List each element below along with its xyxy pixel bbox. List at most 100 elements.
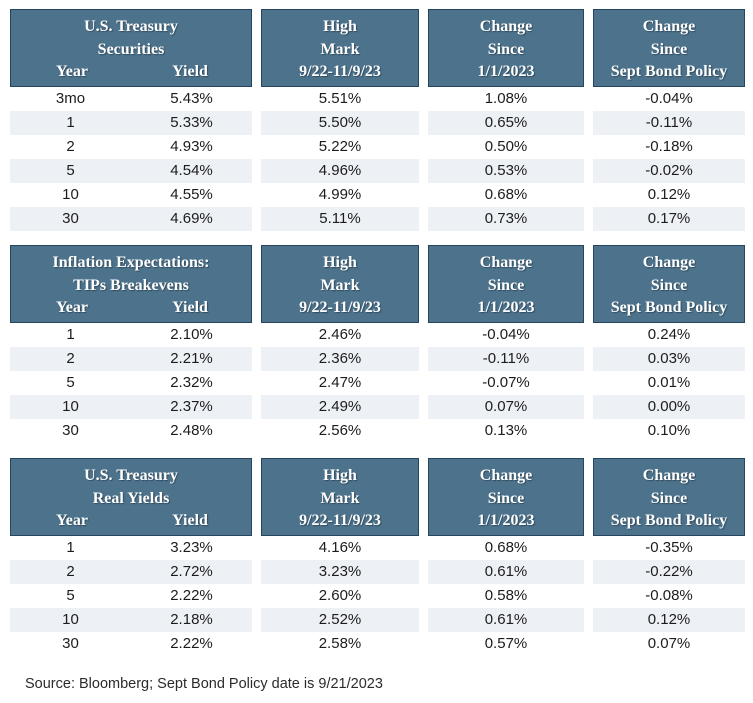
header-line: High xyxy=(323,467,357,484)
header-line: Change xyxy=(642,18,696,35)
year-column-header: Year xyxy=(56,512,88,529)
high-mark-cell: 5.51% xyxy=(318,90,362,107)
high-mark-cell: 4.96% xyxy=(261,159,419,183)
yield-cell: 2.32% xyxy=(170,374,213,391)
header-line: Change xyxy=(642,467,696,484)
high-mark-cell: 2.58% xyxy=(318,635,362,652)
yield-cell: 2.18% xyxy=(170,611,213,628)
change-jan-cell: 1.08% xyxy=(484,90,528,107)
sub-header-row: Year Yield xyxy=(13,511,249,531)
header-line: Since xyxy=(487,276,525,294)
high-mark-cell: 2.36% xyxy=(261,347,419,371)
change-sept-cell: -0.04% xyxy=(645,90,693,107)
table-title-line: Securities xyxy=(97,40,165,58)
change-jan-cell: 0.57% xyxy=(484,635,528,652)
change-jan-cell: 0.58% xyxy=(484,587,528,604)
header-line: 9/22-11/9/23 xyxy=(299,299,381,316)
header-line: Since xyxy=(487,40,525,58)
header-line: Change xyxy=(479,18,533,35)
change-sept-cell: 0.01% xyxy=(647,374,691,391)
header-line: Since xyxy=(650,40,688,58)
year-cell: 30 xyxy=(62,422,79,439)
table-row: 5 2.32% 2.47% -0.07% 0.01% xyxy=(10,371,745,395)
yield-cell: 2.48% xyxy=(170,422,213,439)
header-line: High xyxy=(323,18,357,35)
yield-cell: 4.69% xyxy=(170,210,213,227)
high-mark-cell: 5.22% xyxy=(318,138,362,155)
yield-column-header: Yield xyxy=(172,63,208,80)
change-jan-cell: 0.07% xyxy=(428,395,584,419)
sub-header-row: Year Yield xyxy=(13,298,249,318)
change-jan-cell: -0.11% xyxy=(428,347,584,371)
table-row: 2 4.93% 5.22% 0.50% -0.18% xyxy=(10,135,745,159)
year-cell: 1 xyxy=(66,539,75,556)
treasury-real-yields-table: U.S. Treasury Real Yields Year Yield Hig… xyxy=(10,458,745,656)
change-jan-cell: 0.73% xyxy=(428,207,584,231)
table-row: 2 2.21% 2.36% -0.11% 0.03% xyxy=(10,347,745,371)
header-line: Since xyxy=(650,276,688,294)
table-row: 5 4.54% 4.96% 0.53% -0.02% xyxy=(10,159,745,183)
header-line: High xyxy=(323,254,357,271)
change-sept-cell: 0.03% xyxy=(593,347,745,371)
table-row: 3mo 5.43% 5.51% 1.08% -0.04% xyxy=(10,87,745,111)
yield-cell: 2.37% xyxy=(170,398,213,415)
change-since-sept-column-header: Change Since Sept Bond Policy xyxy=(593,458,745,536)
header-row: U.S. Treasury Securities Year Yield High… xyxy=(10,9,745,87)
year-cell: 1 xyxy=(66,326,75,343)
header-row: U.S. Treasury Real Yields Year Yield Hig… xyxy=(10,458,745,536)
header-line: Sept Bond Policy xyxy=(610,63,728,80)
year-cell: 30 xyxy=(62,210,79,227)
high-mark-cell: 2.47% xyxy=(318,374,362,391)
change-sept-cell: 0.24% xyxy=(647,326,691,343)
sub-header-row: Year Yield xyxy=(13,62,249,82)
yield-cell: 2.22% xyxy=(170,635,213,652)
year-cell: 2 xyxy=(66,350,75,367)
header-line: Mark xyxy=(320,40,360,58)
year-cell: 5 xyxy=(66,162,75,179)
yield-cell: 5.33% xyxy=(170,114,213,131)
high-mark-column-header: High Mark 9/22-11/9/23 xyxy=(261,458,419,536)
table-title-line: Real Yields xyxy=(92,489,170,507)
header-line: Since xyxy=(650,489,688,507)
table-title-block: U.S. Treasury Real Yields Year Yield xyxy=(10,458,252,536)
header-line: Sept Bond Policy xyxy=(610,512,728,529)
year-cell: 10 xyxy=(62,611,79,628)
high-mark-cell: 2.49% xyxy=(261,395,419,419)
high-mark-cell: 2.52% xyxy=(261,608,419,632)
high-mark-cell: 4.16% xyxy=(318,539,362,556)
header-line: Mark xyxy=(320,489,360,507)
yield-column-header: Yield xyxy=(172,512,208,529)
change-since-jan-column-header: Change Since 1/1/2023 xyxy=(428,458,584,536)
yield-cell: 4.54% xyxy=(170,162,213,179)
yield-cell: 2.21% xyxy=(170,350,213,367)
year-cell: 2 xyxy=(66,138,75,155)
header-line: 1/1/2023 xyxy=(477,299,535,316)
yield-cell: 4.93% xyxy=(170,138,213,155)
header-line: 9/22-11/9/23 xyxy=(299,512,381,529)
year-cell: 2 xyxy=(66,563,75,580)
yield-cell: 2.72% xyxy=(170,563,213,580)
change-jan-cell: -0.07% xyxy=(482,374,530,391)
table-row: 10 2.37% 2.49% 0.07% 0.00% xyxy=(10,395,745,419)
header-row: Inflation Expectations: TIPs Breakevens … xyxy=(10,245,745,323)
table-title-line: U.S. Treasury xyxy=(84,18,178,35)
high-mark-cell: 5.50% xyxy=(261,111,419,135)
change-jan-cell: 0.13% xyxy=(484,422,528,439)
table-row: 10 4.55% 4.99% 0.68% 0.12% xyxy=(10,183,745,207)
year-cell: 1 xyxy=(66,114,75,131)
change-jan-cell: 0.65% xyxy=(428,111,584,135)
table-row: 1 2.10% 2.46% -0.04% 0.24% xyxy=(10,323,745,347)
high-mark-cell: 5.11% xyxy=(261,207,419,231)
table-row: 30 4.69% 5.11% 0.73% 0.17% xyxy=(10,207,745,231)
change-sept-cell: -0.02% xyxy=(593,159,745,183)
change-since-jan-column-header: Change Since 1/1/2023 xyxy=(428,9,584,87)
table-row: 10 2.18% 2.52% 0.61% 0.12% xyxy=(10,608,745,632)
table-title-block: Inflation Expectations: TIPs Breakevens … xyxy=(10,245,252,323)
change-sept-cell: 0.07% xyxy=(647,635,691,652)
year-cell: 5 xyxy=(66,587,75,604)
table-row: 5 2.22% 2.60% 0.58% -0.08% xyxy=(10,584,745,608)
yield-cell: 4.55% xyxy=(170,186,213,203)
table-row: 1 5.33% 5.50% 0.65% -0.11% xyxy=(10,111,745,135)
table-row: 1 3.23% 4.16% 0.68% -0.35% xyxy=(10,536,745,560)
change-sept-cell: -0.18% xyxy=(645,138,693,155)
